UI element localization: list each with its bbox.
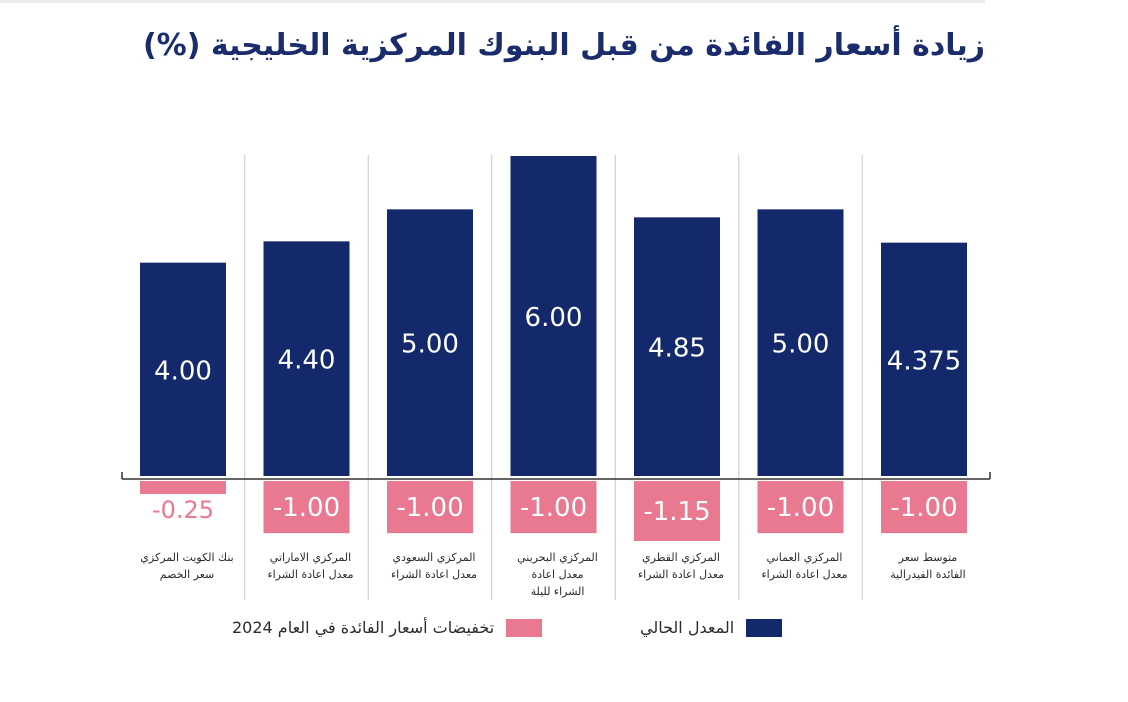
value-label-cut: -1.15	[643, 497, 710, 527]
bar-cut	[510, 481, 597, 534]
legend-label-current: المعدل الحالي	[640, 618, 735, 637]
value-label-current: 4.85	[648, 334, 706, 364]
bar-current	[510, 156, 597, 476]
category-label: المركزي البحريني	[517, 551, 598, 564]
category-label: معدل اعادة الشراء	[638, 568, 724, 581]
legend-item-cuts: تخفيضات أسعار الفائدة في العام 2024	[232, 618, 543, 637]
category-label: الشراء لليلة	[531, 585, 585, 598]
legend-item-current: المعدل الحالي	[640, 618, 783, 637]
category-label: معدل اعادة الشراء	[761, 568, 847, 581]
category-label: متوسط سعر	[898, 551, 958, 564]
value-label-cut: -1.00	[890, 493, 957, 523]
value-label-cut: -1.00	[396, 493, 463, 523]
bar-current	[634, 217, 720, 477]
category-label: المركزي الاماراتي	[270, 551, 351, 564]
value-label-current: 6.00	[525, 303, 583, 333]
value-label-cut: -0.25	[152, 496, 214, 524]
legend-swatch-current	[746, 618, 783, 637]
category-label: المركزي السعودي	[393, 551, 476, 564]
bar-current	[757, 209, 844, 477]
bar-cut	[140, 481, 226, 495]
chart-title: زيادة أسعار الفائدة من قبل البنوك المركز…	[142, 28, 986, 63]
bar-cut	[387, 481, 473, 534]
legend-label-cuts: تخفيضات أسعار الفائدة في العام 2024	[232, 618, 495, 637]
category-label: المركزي العماني	[767, 551, 843, 564]
category-label: الفائدة الفيدرالية	[890, 568, 965, 581]
value-label-current: 5.00	[401, 330, 459, 360]
category-label: معدل اعادة	[531, 568, 583, 581]
bar-cut	[263, 481, 350, 534]
value-label-current: 4.00	[154, 356, 212, 386]
value-label-cut: -1.00	[273, 493, 340, 523]
bar-cut	[881, 481, 967, 534]
bar-current	[263, 241, 350, 476]
category-label: بنك الكويت المركزي	[140, 551, 233, 564]
value-label-current: 4.375	[887, 346, 961, 376]
category-label: سعر الخصم	[160, 568, 214, 581]
value-label-current: 5.00	[772, 330, 830, 360]
category-label: المركزي القطري	[642, 551, 720, 564]
bar-current	[387, 209, 473, 477]
value-label-cut: -1.00	[520, 493, 587, 523]
legend-swatch-cuts	[506, 618, 543, 637]
category-label: معدل اعادة الشراء	[267, 568, 353, 581]
bar-cut	[757, 481, 844, 534]
bar-current	[140, 262, 226, 476]
bar-cut	[634, 481, 720, 541]
category-label: معدل اعادة الشراء	[391, 568, 477, 581]
legend: المعدل الحالي تخفيضات أسعار الفائدة في ا…	[0, 612, 1128, 642]
bar-current	[881, 242, 967, 476]
top-rule	[0, 0, 985, 3]
value-label-cut: -1.00	[767, 493, 834, 523]
value-label-current: 4.40	[278, 346, 336, 376]
